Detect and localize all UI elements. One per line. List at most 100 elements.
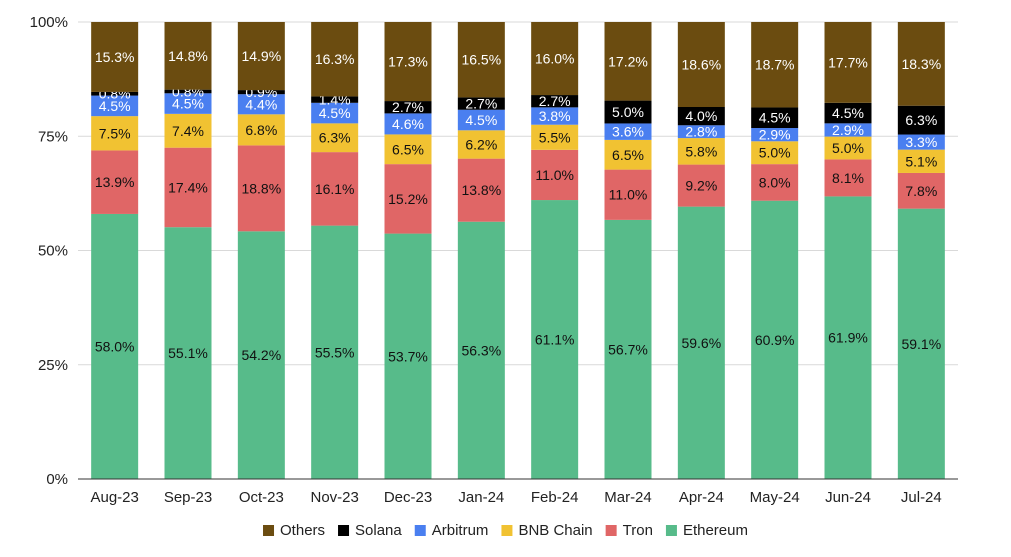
- data-label: 16.3%: [315, 51, 355, 67]
- bar-segment-solana: [824, 102, 872, 124]
- bar-segment-tron: [604, 169, 652, 220]
- data-label: 13.9%: [95, 174, 135, 190]
- bar-stack: 61.9% 8.1% 5.0% 2.9%4.5% 17.7%: [824, 22, 872, 479]
- legend-label: BNB Chain: [518, 522, 592, 539]
- legend-label: Ethereum: [683, 522, 748, 539]
- data-label: 4.5%: [465, 112, 497, 128]
- bar-segment-bnb-chain: [677, 138, 725, 165]
- legend-swatch: [501, 525, 513, 536]
- data-label: 2.7%: [465, 96, 497, 112]
- data-label: 5.8%: [685, 143, 717, 159]
- bar-segment-tron: [897, 172, 945, 209]
- data-label: 56.3%: [461, 342, 501, 358]
- data-label: 5.0%: [612, 104, 644, 120]
- data-label: 16.1%: [315, 181, 355, 197]
- bar-segment-ethereum: [604, 219, 652, 480]
- bar-segment-arbitrum: [604, 123, 652, 140]
- data-label: 61.9%: [828, 330, 868, 346]
- data-label: 16.0%: [535, 51, 575, 67]
- data-label: 5.1%: [905, 153, 937, 169]
- bar-segment-tron: [457, 158, 505, 222]
- bar-segment-solana: [311, 96, 359, 103]
- data-label: 2.9%: [832, 122, 864, 138]
- x-tick-label: Jul-24: [901, 489, 942, 506]
- x-tick-label: Oct-23: [239, 489, 284, 506]
- data-label: 14.9%: [241, 48, 281, 64]
- bar-segment-solana: [531, 95, 579, 108]
- legend-item-bnb-chain: BNB Chain: [501, 522, 593, 539]
- bar-stack: 59.1% 7.8% 5.1% 3.3% 6.3% 18.3%: [897, 22, 945, 479]
- data-label: 5.5%: [539, 129, 571, 145]
- bar-segment-tron: [164, 147, 212, 228]
- legend-label: Tron: [623, 522, 653, 539]
- data-label: 17.4%: [168, 179, 208, 195]
- bar-segment-others: [531, 22, 579, 96]
- x-tick-label: Jan-24: [458, 489, 504, 506]
- legend-label: Solana: [355, 522, 402, 539]
- data-label: 4.6%: [392, 116, 424, 132]
- x-tick-label: Dec-23: [384, 489, 432, 506]
- x-tick-label: May-24: [750, 489, 800, 506]
- data-label: 59.1%: [901, 336, 941, 352]
- bar-segment-solana: [604, 100, 652, 124]
- bar-segment-solana: [457, 97, 505, 110]
- data-label: 5.0%: [832, 140, 864, 156]
- data-label: 6.3%: [319, 130, 351, 146]
- bar-segment-ethereum: [237, 231, 285, 479]
- x-axis-ticks: Aug-23 Sep-23 Oct-23 Nov-23 Dec-23 Jan-24 Feb-…: [90, 489, 941, 506]
- bar-stack: 55.5%16.1%6.3%4.5%1.4%16.3%: [311, 22, 359, 479]
- data-label: 7.4%: [172, 123, 204, 139]
- bar-segment-others: [237, 22, 285, 91]
- data-label: 15.2%: [388, 191, 428, 207]
- bar-segment-arbitrum: [164, 93, 212, 114]
- gridlines: [78, 21, 958, 366]
- data-label: 2.9%: [759, 127, 791, 143]
- bar-segment-bnb-chain: [384, 134, 432, 165]
- bar-segment-ethereum: [677, 206, 725, 480]
- bar-segment-bnb-chain: [237, 114, 285, 146]
- bar-segment-arbitrum: [897, 134, 945, 150]
- bar-segment-bnb-chain: [824, 136, 872, 160]
- bar-segment-bnb-chain: [751, 141, 799, 165]
- data-label: 4.4%: [245, 96, 277, 112]
- bar-segment-bnb-chain: [311, 123, 359, 153]
- data-label: 17.7%: [828, 54, 868, 70]
- legend-item-solana: Solana: [338, 522, 402, 539]
- bar-segment-bnb-chain: [91, 116, 139, 151]
- data-label: 13.8%: [461, 182, 501, 198]
- legend-swatch: [605, 525, 617, 536]
- bar-segment-bnb-chain: [531, 124, 579, 150]
- bar-segment-arbitrum: [237, 94, 285, 115]
- bar-segment-ethereum: [164, 227, 212, 479]
- data-label: 55.1%: [168, 345, 208, 361]
- data-label: 18.3%: [901, 56, 941, 72]
- x-tick-label: Nov-23: [310, 489, 358, 506]
- bar-segment-solana: [897, 105, 945, 135]
- data-label: 3.3%: [905, 134, 937, 150]
- bar-segment-others: [897, 22, 945, 106]
- data-label: 60.9%: [755, 332, 795, 348]
- data-label: 2.7%: [539, 93, 571, 109]
- y-tick-label: 50%: [38, 243, 68, 260]
- bar-segment-bnb-chain: [164, 113, 212, 148]
- data-label: 3.8%: [539, 108, 571, 124]
- bar-segment-ethereum: [91, 213, 139, 479]
- bar-segment-others: [457, 22, 505, 98]
- bar-segment-solana: [164, 89, 212, 94]
- bar-stack: 60.9% 8.0% 5.0% 2.9%4.5% 18.7%: [751, 22, 799, 479]
- y-tick-label: 100%: [30, 14, 68, 31]
- legend-swatch: [665, 525, 677, 536]
- data-label: 56.7%: [608, 341, 648, 357]
- bar-stack: 59.6% 9.2% 5.8% 2.8%4.0% 18.6%: [677, 22, 725, 480]
- bar-segment-ethereum: [384, 233, 432, 479]
- bar-segment-others: [751, 22, 799, 108]
- bar-segment-tron: [824, 159, 872, 197]
- bar-segment-bnb-chain: [604, 139, 652, 170]
- bar-segment-others: [164, 22, 212, 90]
- bar-segment-ethereum: [751, 200, 799, 479]
- data-label: 6.5%: [612, 147, 644, 163]
- legend-item-tron: Tron: [605, 522, 653, 539]
- legend-swatch: [414, 525, 426, 536]
- bar-segment-arbitrum: [311, 102, 359, 124]
